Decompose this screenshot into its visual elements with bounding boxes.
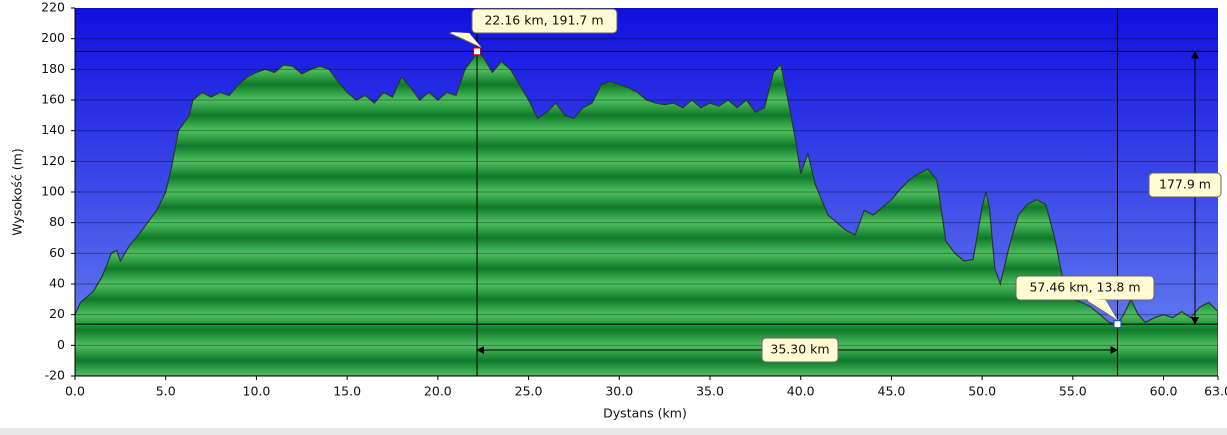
- y-tick-label: 160: [41, 92, 65, 107]
- y-tick-label: 140: [41, 122, 65, 137]
- distance-label: 35.30 km: [770, 342, 829, 357]
- callout-tail-cover: [1086, 299, 1118, 321]
- x-tick-label: 55.0: [1059, 384, 1087, 399]
- callout-marker-2: 57.46 km, 13.8 m: [1015, 275, 1155, 321]
- y-tick-label: 20: [49, 306, 65, 321]
- elevation-box: [1148, 172, 1222, 198]
- x-tick-label: 35.0: [696, 384, 724, 399]
- x-tick-label: 20.0: [424, 384, 452, 399]
- x-tick-label: 15.0: [333, 384, 361, 399]
- x-tick-label: 45.0: [878, 384, 906, 399]
- callout-label: 22.16 km, 191.7 m: [484, 13, 603, 28]
- y-tick-label: 80: [49, 214, 65, 229]
- x-tick-label: 0.0: [65, 384, 85, 399]
- marker: [472, 47, 482, 56]
- y-tick-label: 220: [41, 0, 65, 15]
- callout-tail-cover: [450, 32, 482, 48]
- x-axis-title: Dystans (km): [603, 406, 687, 421]
- y-tick-label: 200: [41, 30, 65, 45]
- x-tick-label: 40.0: [787, 384, 815, 399]
- x-tick-label: 25.0: [515, 384, 543, 399]
- footer-strip: [0, 428, 1227, 435]
- marker: [1113, 320, 1122, 329]
- x-tick-label: 10.0: [243, 384, 271, 399]
- x-tick-label: 60.0: [1150, 384, 1178, 399]
- callout-box: [1015, 275, 1155, 301]
- distance-box: [761, 337, 839, 363]
- elevation-label: 177.9 m: [1159, 177, 1211, 192]
- overlay: 22.16 km, 191.7 m 57.46 km, 13.8 m 35.30 k…: [75, 8, 1222, 376]
- y-tick-label: 0: [57, 337, 65, 352]
- callout-tail: [1085, 299, 1118, 321]
- callout-tail: [448, 32, 482, 48]
- x-tick-label: 5.0: [156, 384, 176, 399]
- x-tick-label: 63.0: [1204, 384, 1227, 399]
- y-tick-label: 60: [49, 245, 65, 260]
- y-axis-title: Wysokość (m): [10, 148, 25, 235]
- y-tick-label: 180: [41, 61, 65, 76]
- x-tick-label: 50.0: [968, 384, 996, 399]
- y-tick-label: 100: [41, 184, 65, 199]
- y-tick-label: -20: [45, 368, 65, 383]
- y-tick-label: 40: [49, 276, 65, 291]
- area: [75, 50, 1218, 376]
- x-tick-label: 30.0: [605, 384, 633, 399]
- callout-box: [471, 8, 618, 34]
- callout-marker-1: 22.16 km, 191.7 m: [448, 8, 618, 48]
- y-tick-label: 120: [41, 153, 65, 168]
- callout-label: 57.46 km, 13.8 m: [1029, 280, 1140, 295]
